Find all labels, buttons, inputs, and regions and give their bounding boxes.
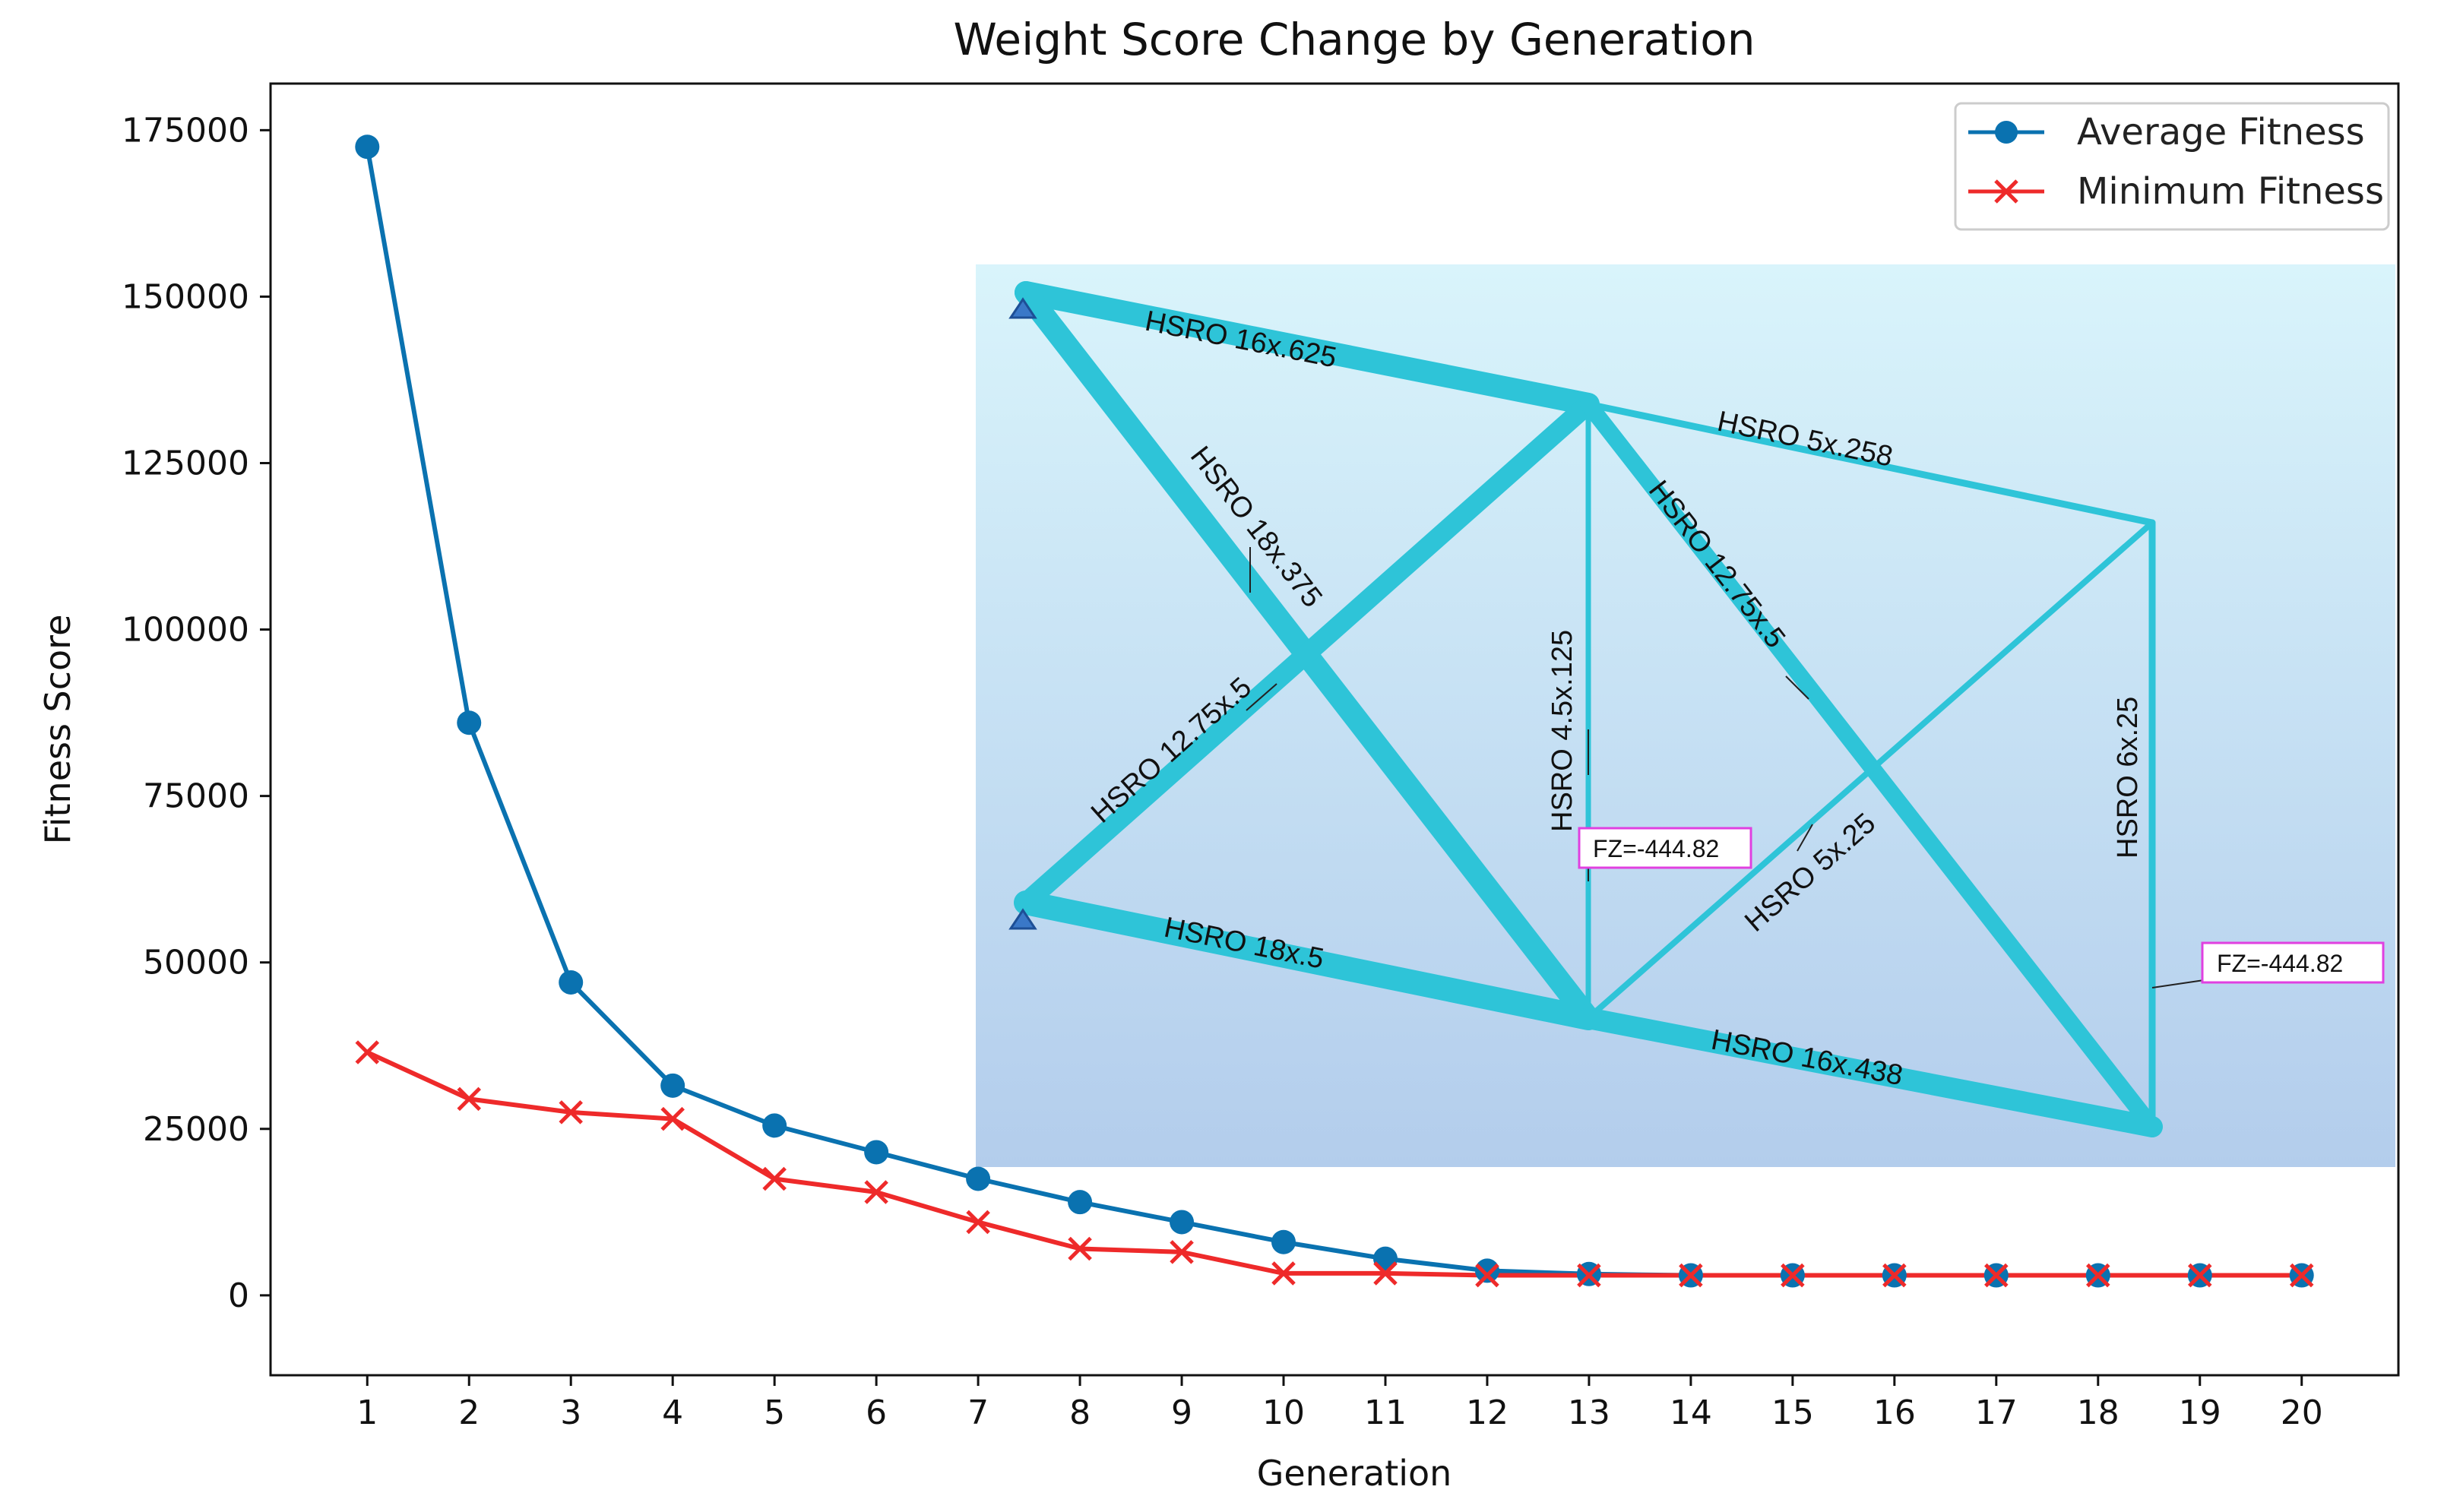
minimum-fitness-point <box>864 1180 888 1204</box>
chart-title: Weight Score Change by Generation <box>953 14 1755 65</box>
legend: Average Fitness Minimum Fitness <box>1954 102 2390 231</box>
x-tick-label: 18 <box>2077 1393 2120 1432</box>
truss-members <box>1014 281 2163 1137</box>
x-tick-label: 2 <box>458 1393 480 1432</box>
x-tick-label: 1 <box>356 1393 378 1432</box>
average-fitness-point <box>355 134 380 160</box>
minimum-fitness-point <box>457 1087 482 1112</box>
minimum-fitness-point <box>1781 1263 1805 1288</box>
minimum-fitness-point <box>1679 1263 1703 1288</box>
x-axis-label: Generation <box>1257 1453 1452 1494</box>
average-fitness-point <box>559 970 584 995</box>
x-tick-label: 3 <box>560 1393 581 1432</box>
minimum-fitness-point <box>1475 1263 1499 1288</box>
truss-member-diag-left-up <box>1016 394 1598 913</box>
legend-min-label: Minimum Fitness <box>2077 170 2384 213</box>
truss-label-vertical-mid: HSRO 4.5x.125 <box>1546 630 1578 832</box>
minimum-fitness-point <box>1373 1261 1398 1286</box>
y-tick-label: 25000 <box>143 1110 249 1149</box>
legend-box <box>1954 102 2390 231</box>
average-fitness-point <box>457 710 482 735</box>
average-fitness-point <box>966 1166 991 1191</box>
x-tick-label: 11 <box>1364 1393 1407 1432</box>
x-tick-label: 12 <box>1466 1393 1509 1432</box>
legend-avg-marker <box>1995 121 2018 144</box>
y-tick-label: 75000 <box>143 777 249 816</box>
plot-area <box>269 82 2400 1377</box>
support-bottom-icon <box>1008 908 1037 930</box>
x-axis: 1 2 3 4 5 6 7 8 9 10 11 12 13 14 15 16 17 18 19 20 <box>356 1375 2323 1432</box>
minimum-fitness-point <box>1170 1240 1194 1264</box>
average-fitness-point <box>660 1073 685 1098</box>
minimum-fitness-point <box>1271 1261 1296 1286</box>
truss-inset: HSRO 16x.625 HSRO 5x.258 HSRO 18x.375 HS… <box>976 264 2395 1167</box>
average-fitness-point <box>762 1113 787 1138</box>
truss-member-diag-right-down <box>1580 396 2161 1135</box>
x-tick-label: 6 <box>866 1393 887 1432</box>
x-tick-label: 7 <box>967 1393 989 1432</box>
x-tick-label: 19 <box>2179 1393 2221 1432</box>
minimum-fitness-point <box>2289 1263 2314 1288</box>
y-axis-label: Fitness Score <box>37 615 78 845</box>
x-tick-label: 14 <box>1670 1393 1712 1432</box>
average-fitness-point <box>1170 1210 1195 1235</box>
legend-avg-label: Average Fitness <box>2077 111 2365 153</box>
load-label-mid: FZ=-444.82 <box>1593 835 1719 862</box>
minimum-fitness-point <box>762 1166 787 1191</box>
minimum-fitness-point <box>1882 1263 1907 1288</box>
truss-member-top-chord-left <box>1015 281 1600 416</box>
y-tick-label: 0 <box>228 1276 249 1315</box>
load-box-mid: FZ=-444.82 <box>1578 827 1752 869</box>
x-tick-label: 5 <box>764 1393 785 1432</box>
truss-label-vertical-right: HSRO 6x.25 <box>2112 697 2144 859</box>
x-tick-label: 9 <box>1171 1393 1192 1432</box>
minimum-fitness-point <box>1577 1263 1601 1288</box>
x-tick-label: 20 <box>2281 1393 2323 1432</box>
minimum-fitness-point <box>966 1210 990 1235</box>
minimum-fitness-point <box>660 1106 685 1131</box>
x-tick-label: 10 <box>1262 1393 1305 1432</box>
truss-member-diag-right-up <box>1585 520 2155 1021</box>
average-fitness-point <box>1068 1190 1093 1215</box>
x-tick-label: 17 <box>1975 1393 2018 1432</box>
x-tick-label: 13 <box>1568 1393 1610 1432</box>
series-layer <box>355 134 2314 1288</box>
y-axis: 0 25000 50000 75000 100000 125000 150000 175000 <box>122 111 271 1315</box>
load-box-right: FZ=-444.82 <box>2201 941 2385 984</box>
minimum-fitness-point <box>2187 1263 2212 1288</box>
minimum-fitness-point <box>559 1100 583 1125</box>
y-tick-label: 150000 <box>122 277 249 316</box>
support-top-icon <box>1008 297 1037 319</box>
series-line-minimum-fitness <box>366 1050 2302 1278</box>
minimum-fitness-point <box>1984 1263 2009 1288</box>
minimum-fitness-point <box>2086 1263 2110 1288</box>
minimum-fitness-point <box>355 1040 380 1064</box>
load-label-right: FZ=-444.82 <box>2217 950 2343 977</box>
y-tick-label: 125000 <box>122 444 249 482</box>
truss-member-bottom-chord-left <box>1014 890 1600 1030</box>
legend-min-marker <box>1994 179 2018 204</box>
y-tick-label: 175000 <box>122 111 249 150</box>
truss-member-top-chord-right <box>1584 400 2156 527</box>
y-tick-label: 100000 <box>122 611 249 650</box>
x-tick-label: 16 <box>1873 1393 1916 1432</box>
average-fitness-point <box>864 1140 889 1165</box>
y-tick-label: 50000 <box>143 944 249 982</box>
x-tick-label: 4 <box>662 1393 683 1432</box>
x-tick-label: 15 <box>1771 1393 1814 1432</box>
average-fitness-point <box>1271 1229 1296 1254</box>
average-fitness-point <box>1474 1258 1499 1283</box>
minimum-fitness-point <box>1068 1236 1092 1261</box>
truss-inset-background <box>976 264 2395 1167</box>
x-tick-label: 8 <box>1069 1393 1091 1432</box>
truss-member-bottom-chord-right <box>1578 1007 2163 1137</box>
